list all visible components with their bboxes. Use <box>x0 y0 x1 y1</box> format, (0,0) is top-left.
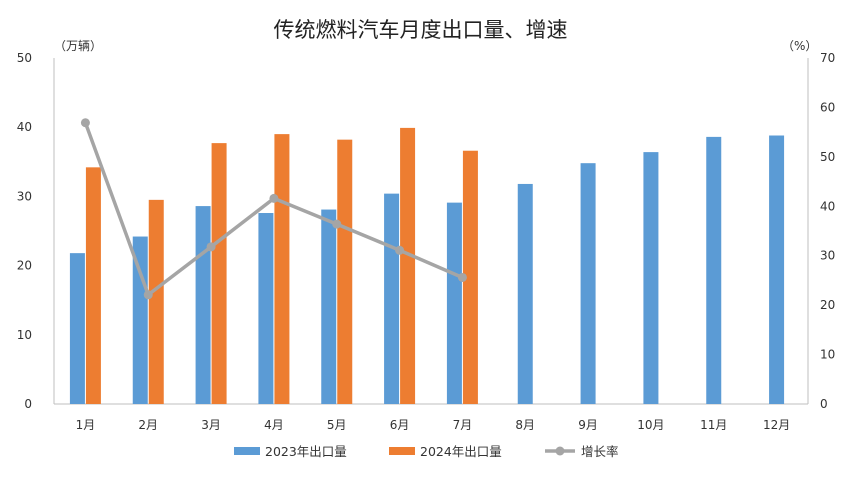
bar-2023 <box>384 193 400 404</box>
legend-label: 增长率 <box>581 444 619 459</box>
x-tick-label: 2月 <box>138 418 158 432</box>
bar-2024 <box>211 143 227 404</box>
y2-tick-label: 40 <box>820 199 835 213</box>
y2-tick-label: 60 <box>820 100 835 114</box>
bar-2023 <box>517 183 533 404</box>
y-tick-label: 10 <box>17 328 32 342</box>
bar-2024 <box>85 167 101 404</box>
growth-rate-point <box>457 272 467 282</box>
y-tick-label: 40 <box>17 120 32 134</box>
growth-rate-point <box>143 290 153 300</box>
x-tick-label: 8月 <box>515 418 535 432</box>
bar-2023 <box>258 213 274 404</box>
right-unit-label: （%） <box>782 39 817 53</box>
growth-rate-point <box>395 245 405 255</box>
y2-tick-label: 70 <box>820 51 835 65</box>
y2-tick-label: 50 <box>820 150 835 164</box>
x-tick-label: 1月 <box>76 418 96 432</box>
y-tick-label: 30 <box>17 189 32 203</box>
y-tick-label: 20 <box>17 259 32 273</box>
x-tick-label: 10月 <box>637 418 664 432</box>
bar-2024 <box>274 134 290 404</box>
growth-rate-point <box>269 193 279 203</box>
bar-2024 <box>462 150 478 404</box>
legend-swatch <box>234 447 260 455</box>
bar-2024 <box>400 127 416 404</box>
legend-label: 2024年出口量 <box>420 444 502 459</box>
x-tick-label: 11月 <box>700 418 727 432</box>
x-tick-label: 12月 <box>763 418 790 432</box>
y-tick-label: 50 <box>17 51 32 65</box>
bar-2023 <box>321 209 337 404</box>
x-tick-label: 7月 <box>453 418 473 432</box>
left-unit-label: （万辆） <box>54 39 102 53</box>
legend-swatch <box>389 447 415 455</box>
x-tick-label: 6月 <box>390 418 410 432</box>
x-tick-label: 5月 <box>327 418 347 432</box>
bar-2023 <box>446 202 462 404</box>
x-tick-label: 4月 <box>264 418 284 432</box>
y2-tick-label: 20 <box>820 298 835 312</box>
chart-title: 传统燃料汽车月度出口量、增速 <box>273 18 568 42</box>
bar-2024 <box>337 139 353 404</box>
y2-tick-label: 0 <box>820 397 828 411</box>
y2-tick-label: 30 <box>820 249 835 263</box>
bar-2023 <box>769 135 785 404</box>
bar-2023 <box>69 253 85 404</box>
y-tick-label: 0 <box>24 397 32 411</box>
x-tick-label: 3月 <box>201 418 221 432</box>
y2-tick-label: 10 <box>820 348 835 362</box>
growth-rate-point <box>332 219 342 229</box>
bar-2023 <box>580 163 596 404</box>
legend-label: 2023年出口量 <box>265 444 347 459</box>
growth-rate-point <box>80 118 90 128</box>
bar-2023 <box>195 206 211 404</box>
bar-2024 <box>148 199 164 404</box>
x-tick-label: 9月 <box>578 418 598 432</box>
bar-2023 <box>706 136 722 404</box>
legend-swatch-marker <box>555 446 565 456</box>
bar-2023 <box>643 152 659 404</box>
growth-rate-point <box>206 242 216 252</box>
